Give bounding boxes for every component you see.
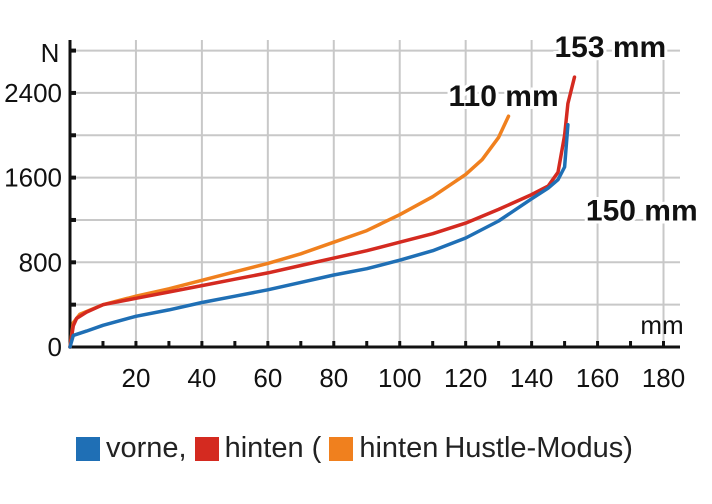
legend-item-hinten: hinten ( — [194, 432, 322, 465]
grid — [70, 40, 680, 347]
labels: 20 40 60 80 100 120 140 160 180 0 800 1600 2400 Nmm 15… — [4, 28, 700, 393]
x-tick-label: 40 — [187, 363, 216, 393]
series-line-1 — [68, 75, 577, 349]
x-tick-label: 80 — [319, 363, 348, 393]
x-tick-label: 60 — [253, 363, 282, 393]
x-tick-label: 20 — [121, 363, 150, 393]
legend-label-vorne: vorne, — [106, 432, 187, 464]
line-chart: 20 40 60 80 100 120 140 160 180 0 800 1600 2400 Nmm 15… — [4, 28, 700, 393]
x-tick-label: 100 — [378, 363, 421, 393]
x-tick-label: 160 — [576, 363, 619, 393]
legend-label-hinten: hinten ( — [224, 432, 322, 464]
x-tick-label: 120 — [444, 363, 487, 393]
annotation-label: 153 mm — [554, 31, 666, 64]
legend-swatch-blue — [76, 436, 100, 461]
legend-item-vorne: vorne, — [76, 432, 187, 465]
y-tick-label: 1600 — [4, 163, 62, 193]
series-lines — [68, 75, 577, 349]
ticks — [70, 48, 666, 347]
annotation-label: 150 mm — [586, 195, 698, 228]
legend-swatch-orange — [329, 436, 354, 461]
legend-item-hustle: hinten Hustle-Modus) — [329, 432, 633, 465]
legend-label-hustle: Hustle-Modus) — [444, 432, 633, 464]
annotation-label: 110 mm — [449, 80, 559, 113]
y-tick-label: 2400 — [4, 78, 62, 108]
y-tick-label: 800 — [19, 247, 62, 277]
y-tick-label: 0 — [48, 332, 62, 362]
legend-swatch-red — [194, 436, 219, 461]
x-tick-label: 180 — [642, 363, 685, 393]
legend: vorne, hinten ( hinten Hustle-Modus) — [76, 432, 641, 465]
y-axis-unit: N — [41, 38, 60, 68]
series-line-0 — [68, 122, 570, 349]
legend-label-hinten-2: hinten — [359, 432, 439, 464]
axes — [68, 40, 680, 349]
x-tick-label: 140 — [510, 363, 553, 393]
x-axis-unit: mm — [640, 310, 683, 340]
